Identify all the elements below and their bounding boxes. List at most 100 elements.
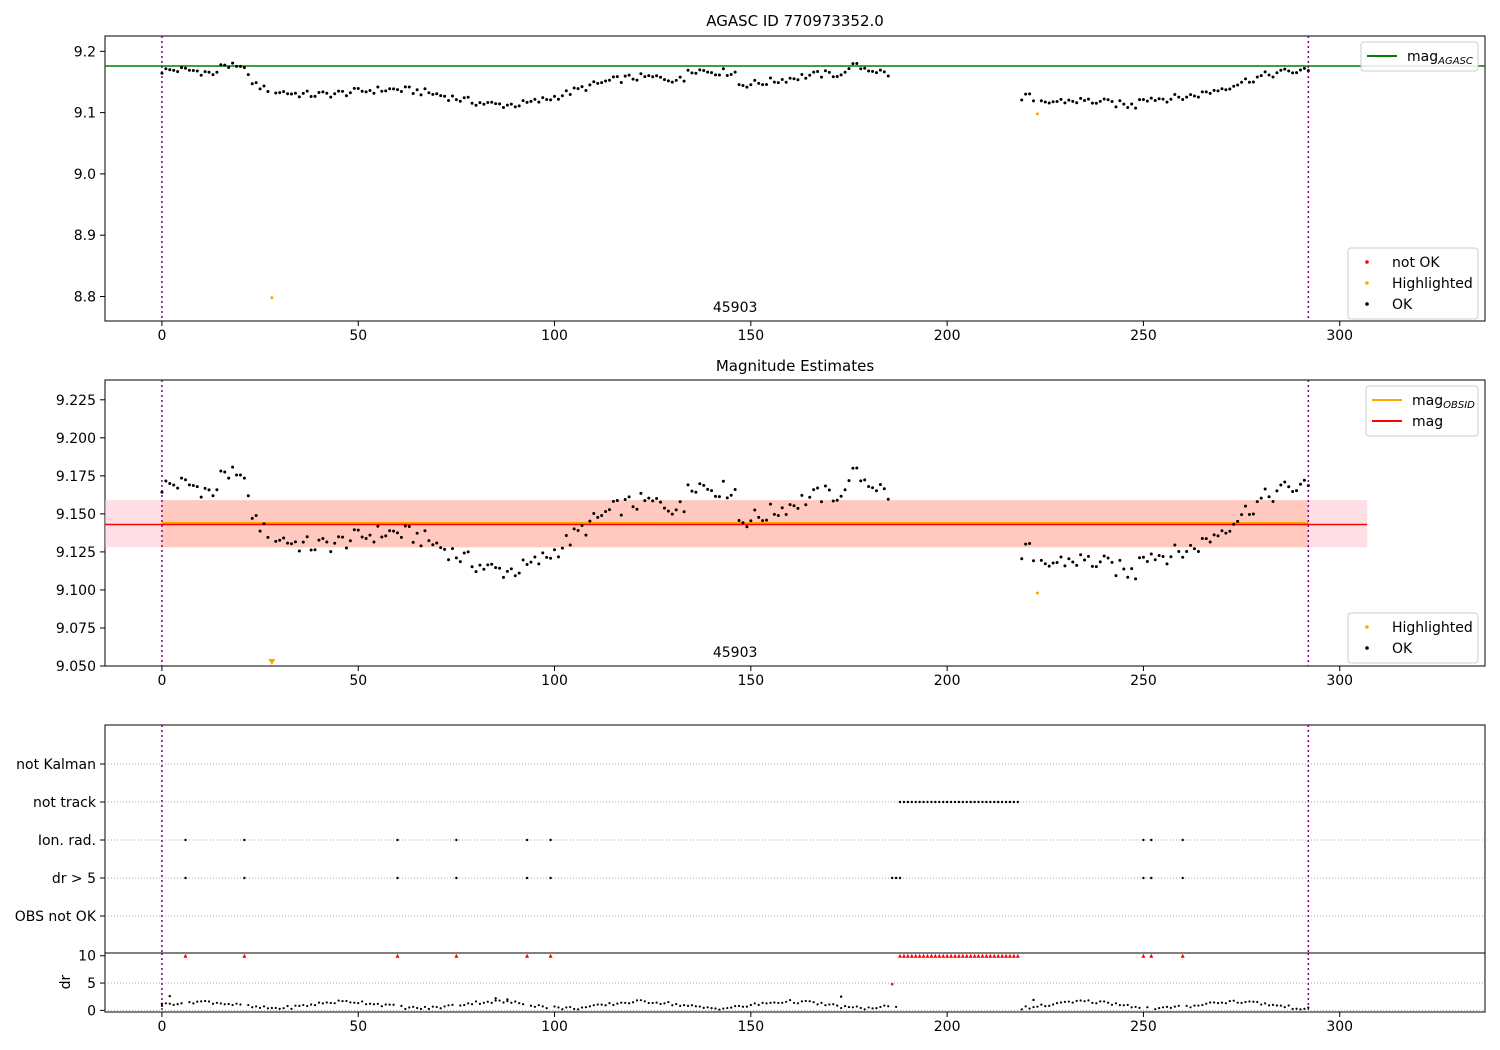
ok-point xyxy=(1067,98,1071,102)
ok-point xyxy=(1275,71,1279,75)
ok-point xyxy=(647,74,651,78)
dr-point xyxy=(310,1003,313,1006)
ok-point xyxy=(207,70,211,74)
panel-estimates-xtick-label: 150 xyxy=(737,673,764,689)
ok-point xyxy=(529,99,533,103)
dr-capped-marker xyxy=(905,953,910,958)
dr-capped-marker xyxy=(1180,953,1185,958)
dr-point xyxy=(392,1003,395,1006)
dr-capped-marker xyxy=(980,953,985,958)
ok-point xyxy=(297,95,301,99)
ok-point xyxy=(195,485,199,489)
dr-point xyxy=(796,1002,800,1005)
dr-point xyxy=(741,1005,745,1008)
ok-point xyxy=(635,507,639,511)
dr-gt-5-point xyxy=(184,876,187,880)
ok-point xyxy=(501,106,505,110)
ok-point xyxy=(592,511,596,515)
ok-point xyxy=(1079,96,1083,100)
dr-point xyxy=(698,1005,701,1008)
ok-point xyxy=(1039,99,1043,103)
panel-estimates-legend-bottom-swatch xyxy=(1365,646,1369,650)
ok-point xyxy=(199,495,203,499)
dr-point xyxy=(655,1001,658,1004)
panel-estimates-legend-bottom-swatch xyxy=(1365,625,1369,629)
dr-point xyxy=(592,1004,595,1007)
dr-point xyxy=(808,1000,811,1003)
ok-point xyxy=(490,562,494,566)
panel-agasc-legend-bottom-box xyxy=(1347,247,1479,320)
dr-point xyxy=(1087,999,1090,1002)
ok-point xyxy=(1298,68,1302,72)
not-track-point xyxy=(996,800,1000,804)
dr-point xyxy=(545,1007,548,1010)
ok-point xyxy=(1020,98,1024,102)
ok-point xyxy=(525,562,529,566)
dr-point xyxy=(894,1005,898,1009)
ok-point xyxy=(847,479,851,483)
ok-point xyxy=(431,92,435,96)
ok-point xyxy=(1196,95,1200,99)
dr-point xyxy=(1146,1006,1149,1009)
dr-point xyxy=(777,1001,780,1005)
dr-point xyxy=(1271,1003,1275,1006)
dr-capped-marker xyxy=(968,953,973,958)
ok-point xyxy=(411,91,415,95)
ok-point xyxy=(348,539,352,543)
ok-point xyxy=(666,79,670,83)
ok-point xyxy=(604,79,608,83)
panel-dr-xtick-label: 200 xyxy=(934,1019,961,1035)
ok-point xyxy=(584,89,588,93)
ok-point xyxy=(1244,77,1248,81)
dr-point xyxy=(427,1007,430,1011)
dr-point xyxy=(1067,1000,1070,1003)
ok-point xyxy=(337,89,341,93)
ok-point xyxy=(478,563,482,567)
ok-point xyxy=(1043,562,1047,566)
dr-point xyxy=(706,1006,709,1009)
ok-point xyxy=(560,94,564,98)
ok-point xyxy=(435,541,439,545)
ok-point xyxy=(521,558,525,562)
ok-point xyxy=(254,81,258,85)
ok-point xyxy=(537,562,541,566)
ok-point xyxy=(659,75,663,79)
panel-agasc-legend-bottom-label: OK xyxy=(1392,297,1413,313)
ok-point xyxy=(423,87,427,91)
ok-point xyxy=(458,560,462,564)
dr-point xyxy=(364,1003,368,1006)
ok-point xyxy=(1039,558,1043,562)
ok-point xyxy=(1028,92,1032,96)
ok-point xyxy=(592,80,596,84)
ok-point xyxy=(1051,561,1055,565)
ok-point xyxy=(1055,560,1059,564)
ok-point xyxy=(1204,537,1208,541)
not-track-point xyxy=(965,800,968,804)
ok-point xyxy=(242,66,246,70)
ok-point xyxy=(1149,96,1153,100)
panel-dr-xtick-label: 50 xyxy=(349,1019,367,1035)
dr-point xyxy=(1165,1005,1169,1008)
dr-point xyxy=(730,1006,733,1009)
ok-point xyxy=(443,547,447,551)
ok-point xyxy=(698,68,702,72)
ok-point xyxy=(274,91,278,95)
dr-point xyxy=(1213,1001,1216,1004)
not-track-point xyxy=(953,800,957,804)
dr-point xyxy=(761,1001,764,1004)
ion-rad-point xyxy=(525,838,529,842)
dr-point xyxy=(800,1000,803,1003)
dr-point xyxy=(1295,1007,1298,1010)
ok-point xyxy=(839,494,843,498)
dr-point xyxy=(836,1004,839,1007)
panel-estimates-ytick-label: 9.125 xyxy=(56,545,96,561)
panel-estimates-xtick-label: 100 xyxy=(541,673,568,689)
ok-point xyxy=(1200,537,1204,541)
panel-dr-xtick-label: 250 xyxy=(1130,1019,1157,1035)
ok-point xyxy=(384,534,388,538)
ok-point xyxy=(796,506,800,510)
ok-point xyxy=(195,69,199,73)
ok-point xyxy=(262,522,266,526)
ok-point xyxy=(717,73,721,77)
dr-point xyxy=(286,1004,289,1008)
